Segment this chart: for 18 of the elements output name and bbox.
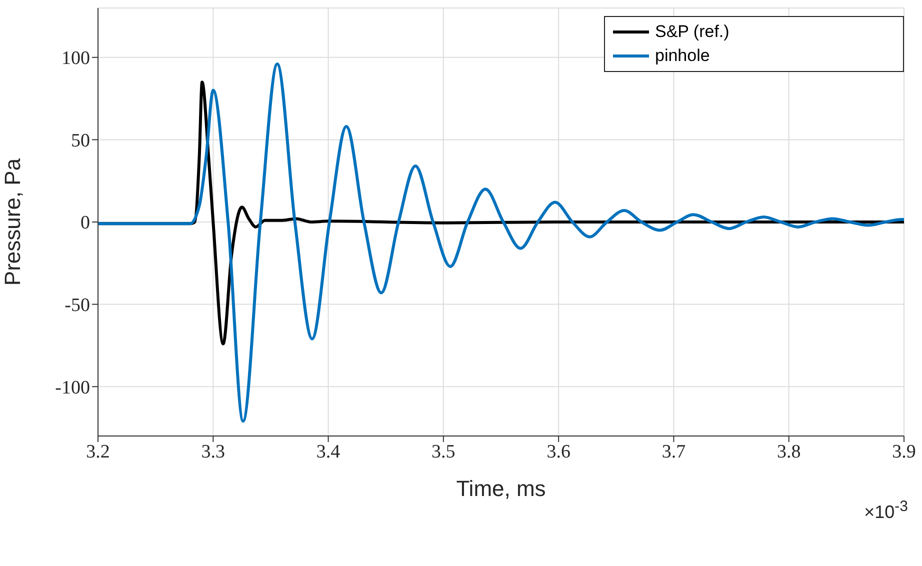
- y-tick-label: -50: [64, 295, 90, 316]
- x-tick-label: 3.5: [432, 441, 456, 462]
- y-tick-label: 100: [62, 48, 90, 70]
- x-tick-label: 3.4: [316, 441, 341, 462]
- x-tick-label: 3.9: [892, 441, 916, 462]
- y-tick-label: 50: [71, 130, 90, 152]
- x-tick-label: 3.3: [201, 441, 226, 462]
- y-axis-title: Pressure, Pa: [0, 158, 25, 286]
- legend-label: pinhole: [655, 45, 710, 67]
- x-tick-label: 3.6: [546, 441, 570, 462]
- x-axis-title: Time, ms: [456, 476, 546, 501]
- x-tick-label: 3.2: [86, 441, 110, 462]
- y-tick-label: 0: [80, 212, 90, 234]
- text: ×10$^{-3}$: [864, 498, 908, 523]
- x-tick-label: 3.8: [776, 441, 801, 462]
- legend-label: S&P (ref.): [655, 21, 730, 43]
- x-tick-label: 3.7: [662, 441, 686, 462]
- y-tick-label: -100: [55, 377, 90, 398]
